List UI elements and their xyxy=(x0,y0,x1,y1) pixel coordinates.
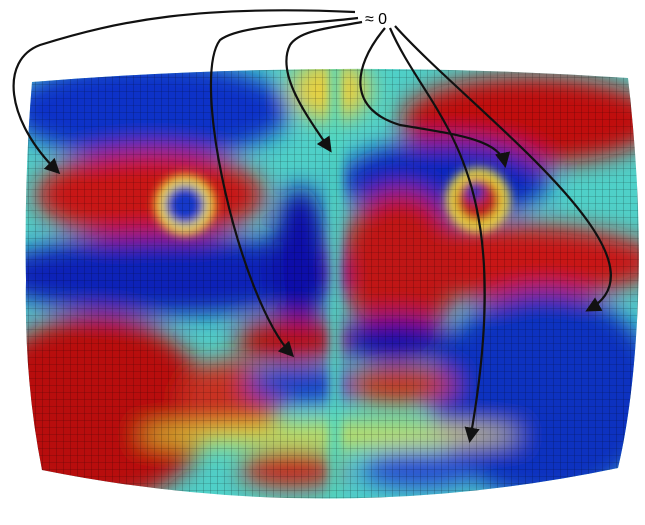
annotation: ≈ 0 xyxy=(365,11,387,28)
face-mesh xyxy=(25,68,639,499)
arrows xyxy=(12,9,612,444)
